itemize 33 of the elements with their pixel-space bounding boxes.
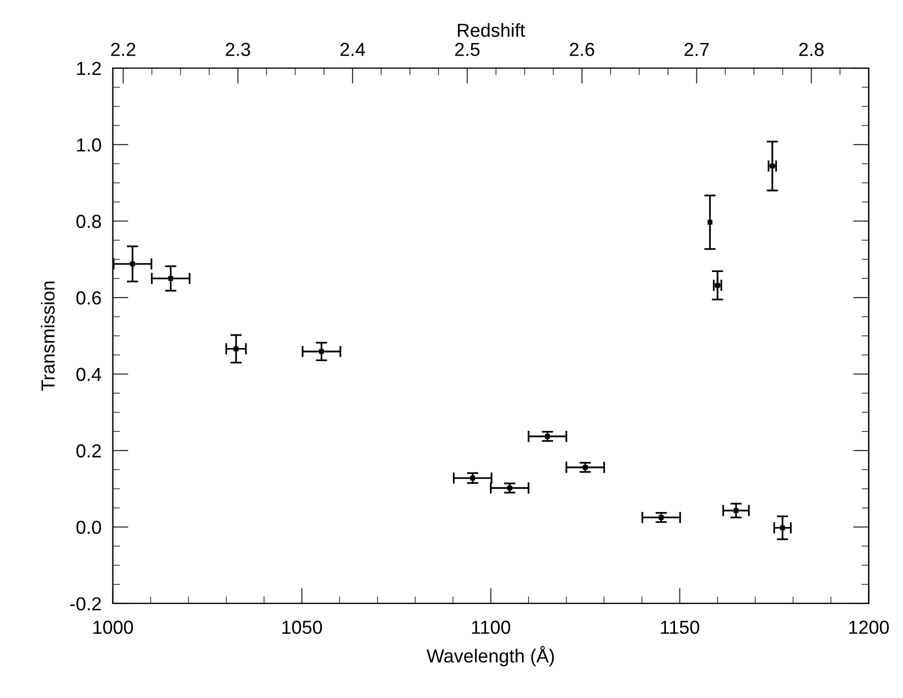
point [319, 349, 324, 354]
y-tick-label: 1.0 [77, 138, 102, 152]
y-tick-label: 0.4 [76, 368, 102, 382]
point [658, 515, 664, 520]
point [130, 261, 135, 266]
x2-tick-label: 2.2 [111, 42, 136, 56]
x2-tick-label: 2.8 [799, 42, 824, 56]
point [507, 486, 512, 490]
x-tick-label: 1150 [661, 620, 700, 634]
x2-tick-label: 2.4 [340, 42, 366, 56]
x-axis-title: Wavelength (Å) [426, 646, 554, 666]
x-tick-label: 1050 [282, 620, 322, 634]
x2-tick-label: 2.7 [684, 42, 709, 56]
x2-tick-label: 2.6 [570, 42, 594, 56]
x-tick-label: 1200 [849, 620, 889, 634]
x-tick-label: 1100 [472, 620, 510, 634]
y-tick-label: -0.2 [70, 597, 101, 610]
y-tick-label: 0.8 [76, 214, 101, 228]
x2-tick-label: 2.5 [455, 42, 480, 56]
y-tick-label: 0.6 [76, 291, 101, 305]
point [780, 525, 785, 530]
y-tick-label: 0.2 [76, 444, 101, 458]
point [734, 508, 738, 513]
point [234, 346, 239, 352]
y-tick-label: 1.2 [77, 62, 101, 75]
point [470, 476, 476, 480]
y-axis-title: Transmission [40, 282, 55, 391]
x2-tick-label: 2.3 [226, 42, 250, 56]
x-tick-label: 1000 [93, 620, 133, 634]
y-tick-label: 0.0 [76, 520, 102, 534]
point [708, 220, 712, 225]
point [168, 276, 174, 281]
x2-axis-title: Redshift [458, 23, 526, 37]
